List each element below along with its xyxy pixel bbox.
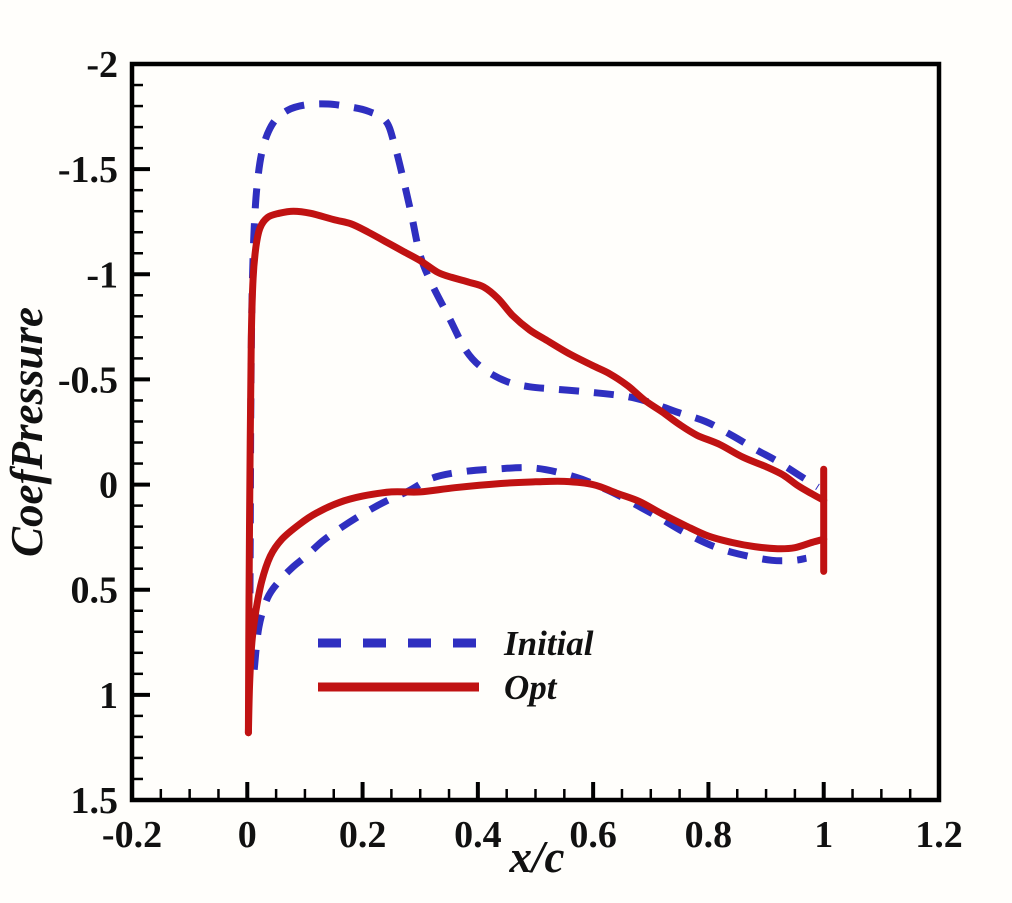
y-tick-label: 1.5 [71, 780, 119, 822]
x-tick-label: 0 [238, 814, 257, 856]
series-opt-lower-surface [244, 477, 828, 737]
x-tick-label: -0.2 [102, 814, 162, 856]
x-tick-label: 0.8 [685, 814, 733, 856]
y-tick-label: 0 [99, 465, 118, 507]
legend-label-opt: Opt [504, 668, 558, 707]
x-axis-title: x/c [509, 832, 565, 882]
legend-item-opt: Opt [318, 668, 558, 707]
y-tick-label: -0.5 [58, 359, 118, 401]
axis-tick-labels: -0.2 0 0.2 0.4 0.6 0.8 1 1.2 -2 -1.5 -1 -0.5 0 0.5 1 1.… [58, 44, 963, 856]
series-initial-lower-surface [250, 464, 808, 670]
plot-border [129, 61, 942, 803]
x-tick-label: 1 [814, 814, 833, 856]
y-tick-label: 1 [99, 675, 118, 717]
y-tick-label: -1.5 [58, 149, 118, 191]
y-tick-label: 0.5 [71, 570, 119, 612]
x-tick-label: 1.2 [915, 814, 963, 856]
y-axis-title: CoefPressure [2, 307, 52, 557]
data-series [244, 100, 828, 737]
x-tick-label: 0.2 [339, 814, 387, 856]
series-opt-upper-surface [244, 207, 828, 737]
series-initial-upper-surface [246, 100, 820, 664]
legend-label-initial: Initial [503, 624, 594, 663]
y-tick-label: -2 [86, 44, 118, 86]
x-tick-label: 0.6 [569, 814, 617, 856]
x-tick-label: 0.4 [454, 814, 502, 856]
legend-item-initial: Initial [318, 624, 594, 663]
y-tick-label: -1 [86, 254, 118, 296]
legend: Initial Opt [318, 624, 594, 707]
